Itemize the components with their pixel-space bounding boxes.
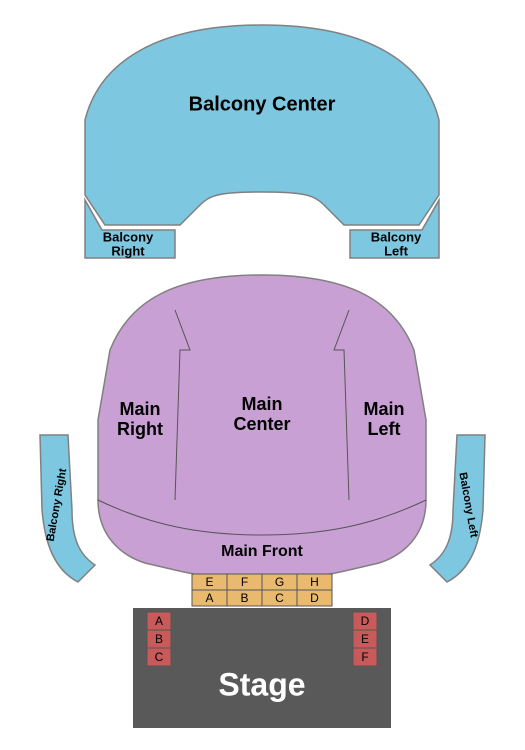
pit-label-C: C <box>275 591 284 605</box>
balcony-right-label-2: Right <box>111 243 145 258</box>
pit-label-E: E <box>205 575 213 589</box>
pit-label-A: A <box>205 591 213 605</box>
lower-balcony-left-section[interactable] <box>430 435 485 582</box>
lower-balcony-right-section[interactable] <box>40 435 95 582</box>
pit-label-B: B <box>240 591 248 605</box>
stage-right-label-E: E <box>361 632 369 646</box>
main-center-label-1: Main <box>241 394 282 414</box>
stage-label: Stage <box>218 667 305 703</box>
main-right-label-1: Main <box>119 399 160 419</box>
pit-label-G: G <box>275 575 284 589</box>
pit-label-D: D <box>310 591 319 605</box>
balcony-left-label-1: Balcony <box>371 229 422 244</box>
balcony-right-label-1: Balcony <box>103 229 154 244</box>
stage-right-label-F: F <box>361 650 368 664</box>
balcony-left-label-2: Left <box>384 243 409 258</box>
balcony-center-label: Balcony Center <box>189 93 336 115</box>
stage-left-label-C: C <box>155 650 164 664</box>
seating-chart: Balcony CenterBalconyRightBalconyLeftMai… <box>0 0 525 750</box>
stage-left-label-A: A <box>155 614 163 628</box>
main-center-label-2: Center <box>233 414 290 434</box>
main-left-label-2: Left <box>368 419 401 439</box>
stage-left-label-B: B <box>155 632 163 646</box>
main-left-label-1: Main <box>363 399 404 419</box>
pit-label-F: F <box>241 575 248 589</box>
main-right-label-2: Right <box>117 419 163 439</box>
pit-label-H: H <box>310 575 319 589</box>
balcony-center-section[interactable] <box>85 25 439 225</box>
main-front-label: Main Front <box>221 543 303 560</box>
stage-right-label-D: D <box>361 614 370 628</box>
